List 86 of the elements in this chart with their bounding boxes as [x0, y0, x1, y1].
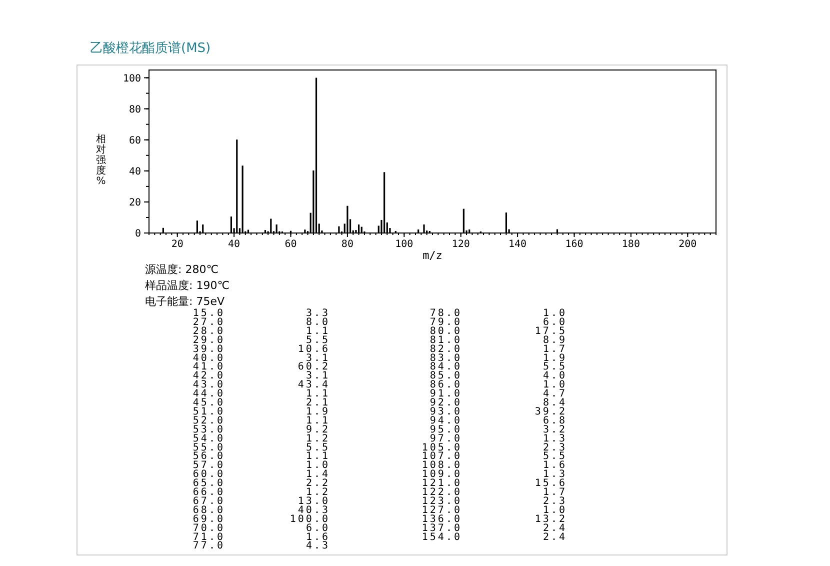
x-tick-label: 180	[622, 239, 640, 250]
x-tick-label: 140	[508, 239, 527, 250]
text: 82.0	[430, 344, 462, 355]
x-tick-label: 20	[171, 239, 184, 250]
text: 127.0	[422, 504, 462, 516]
text: 97.0	[430, 433, 462, 444]
text: 92.0	[430, 398, 462, 408]
text: 13.0	[298, 496, 330, 507]
text: 29.0	[192, 334, 225, 346]
text: 100.0	[290, 514, 330, 525]
text: 94.0	[430, 415, 462, 426]
text: 81.0	[430, 334, 462, 346]
y-axis-title: 相对强度%	[96, 133, 106, 187]
text: 45.0	[192, 398, 225, 408]
text: 1.0	[542, 504, 567, 516]
text: 4.3	[306, 540, 330, 552]
text: 66.0	[192, 487, 225, 498]
text: 样品温度: 190℃	[145, 279, 230, 292]
text: 8.9	[542, 334, 567, 346]
text: 8.4	[542, 398, 567, 408]
text: 1.2	[306, 487, 330, 498]
text: 电子能量: 75eV	[145, 295, 225, 308]
text: 1.2	[306, 433, 330, 444]
text: 51.0	[192, 406, 225, 418]
text: 2.3	[542, 496, 567, 507]
text: 1.1	[306, 415, 330, 426]
text: 122.0	[422, 487, 462, 498]
text: 1.7	[542, 487, 567, 498]
text: 80.0	[430, 326, 462, 337]
text: 2.4	[542, 532, 567, 543]
x-axis-title: m/z	[422, 249, 442, 262]
text: 68.0	[192, 504, 225, 516]
text: 13.2	[534, 514, 567, 525]
text: 52.0	[192, 415, 225, 426]
text: 137.0	[422, 522, 462, 534]
text: 78.0	[430, 308, 462, 319]
text: 5.5	[306, 334, 330, 346]
text: 8.0	[306, 316, 330, 328]
text: 1.0	[542, 308, 567, 319]
text: 1.9	[306, 406, 330, 418]
text: 154.0	[422, 532, 462, 543]
text: 70.0	[192, 522, 225, 534]
text: 28.0	[192, 326, 225, 337]
y-tick-label: 40	[128, 166, 141, 178]
y-tick-label: 0	[134, 228, 141, 240]
text: 2.4	[542, 522, 567, 534]
text: 17.5	[534, 326, 567, 337]
text: 1.3	[542, 433, 567, 444]
text: 39.0	[192, 344, 225, 355]
text: 67.0	[192, 496, 225, 507]
x-tick-label: 100	[395, 239, 414, 250]
text: 93.0	[430, 406, 462, 418]
x-tick-label: 200	[678, 239, 697, 250]
text: 40.3	[298, 504, 330, 516]
text: 1.1	[306, 326, 330, 337]
text: 9.2	[306, 424, 330, 436]
y-tick-label: 80	[128, 104, 141, 116]
text: 3.2	[542, 424, 567, 436]
x-tick-label: 80	[341, 239, 354, 250]
text: 源温度: 280℃	[145, 263, 219, 276]
text: 136.0	[422, 514, 462, 525]
text: 123.0	[422, 496, 462, 507]
x-tick-label: 160	[565, 239, 584, 250]
text: 1.7	[542, 344, 567, 355]
text: 6.0	[306, 522, 330, 534]
text: 3.3	[306, 308, 330, 319]
text: 15.0	[192, 308, 225, 319]
text: 39.2	[534, 406, 567, 418]
x-tick-label: 40	[228, 239, 240, 250]
y-tick-label: 20	[128, 197, 141, 208]
chart-title: 乙酸橙花酯质谱(MS)	[90, 41, 211, 56]
text: 53.0	[192, 424, 225, 436]
text: 10.6	[298, 344, 330, 355]
text: 2.1	[306, 398, 330, 408]
x-tick-label: 60	[284, 239, 297, 250]
y-tick-label: 100	[122, 73, 141, 84]
text: 79.0	[430, 316, 462, 328]
y-tick-label: 60	[128, 135, 141, 146]
text: 54.0	[192, 433, 225, 444]
text: 6.8	[542, 415, 567, 426]
text: 69.0	[192, 514, 225, 525]
x-tick-label: 120	[452, 239, 470, 250]
text: 6.0	[542, 316, 567, 328]
text: 95.0	[430, 424, 462, 436]
text: 77.0	[192, 540, 225, 552]
text: 27.0	[192, 316, 225, 328]
